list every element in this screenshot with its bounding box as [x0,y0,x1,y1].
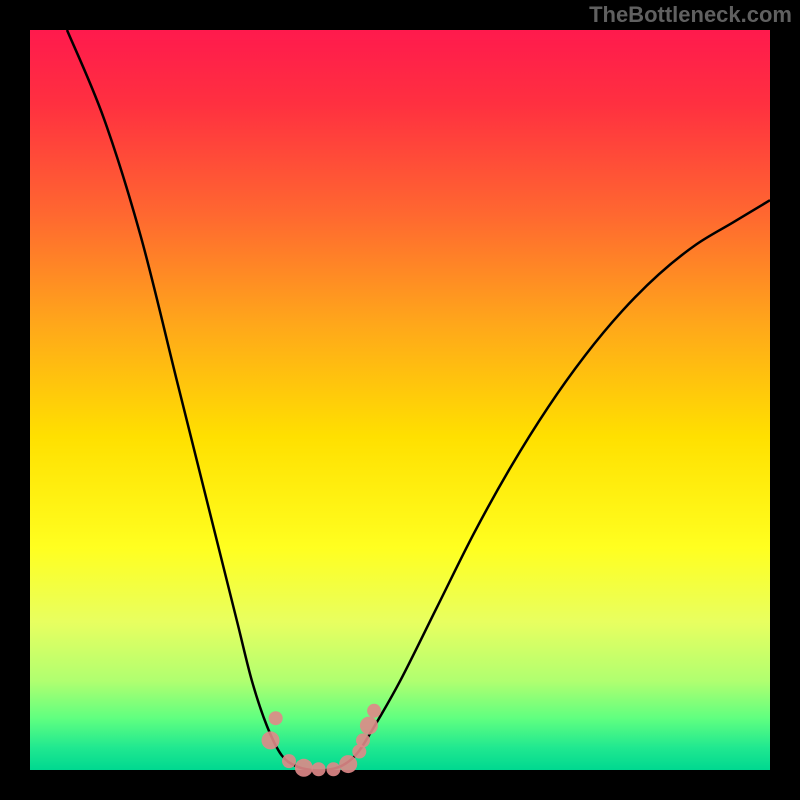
marker-point [282,754,296,768]
marker-point [295,759,313,777]
marker-point [356,733,370,747]
figure-container: TheBottleneck.com [0,0,800,800]
marker-point [367,704,381,718]
marker-point [326,762,340,776]
marker-point [360,717,378,735]
bottleneck-chart [0,0,800,800]
plot-area [30,30,770,770]
marker-point [269,711,283,725]
marker-point [262,731,280,749]
marker-point [339,755,357,773]
watermark-text: TheBottleneck.com [589,2,792,28]
marker-point [312,762,326,776]
